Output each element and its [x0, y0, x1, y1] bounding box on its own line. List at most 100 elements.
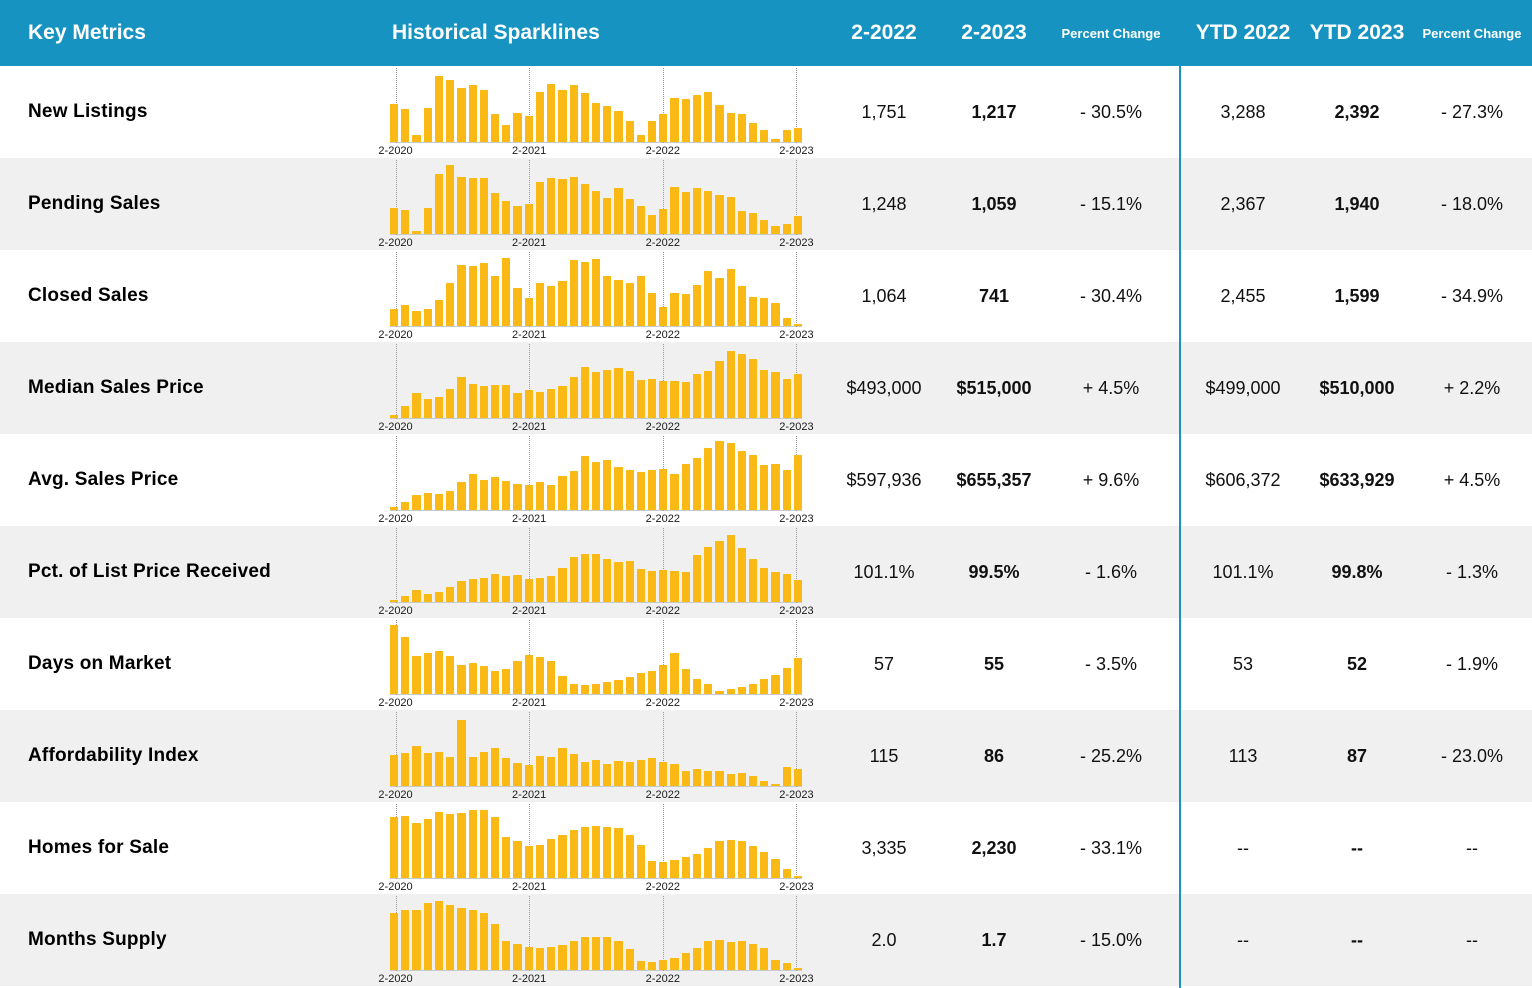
sparkline-bar [603, 276, 612, 326]
sparkline-bar [648, 671, 657, 694]
value-ytd-prev: 3,288 [1220, 101, 1266, 122]
sparkline-bar [535, 181, 545, 234]
sparkline-bar [591, 191, 601, 234]
sparkline-bar [580, 93, 589, 142]
header-month-prev: 2-2022 [851, 21, 917, 44]
sparkline-bar [749, 558, 758, 602]
sparkline-bar [502, 669, 511, 694]
sparkline-bar [423, 107, 432, 142]
sparkline-year-gridline [395, 712, 397, 787]
sparkline-bar [625, 469, 634, 510]
sparkline-year-gridline [529, 252, 531, 327]
sparkline-bar [446, 757, 455, 786]
sparkline-bar [715, 541, 724, 602]
sparkline-bars [390, 73, 803, 142]
sparkline-bar [490, 817, 500, 878]
sparkline-bar [793, 373, 803, 418]
value-ytd-prev: $499,000 [1205, 377, 1281, 398]
sparkline-chart: 2-2020 2-2021 2-2022 2-2023 [378, 526, 830, 618]
sparkline-bar [558, 945, 567, 970]
sparkline-bar [648, 961, 657, 970]
sparkline-year-gridline [529, 160, 531, 235]
sparkline-axis-label: 2-2023 [779, 789, 814, 801]
sparkline-bar [749, 212, 758, 234]
value-month-curr: 2,230 [971, 837, 1017, 858]
sparkline-bar [793, 454, 803, 510]
sparkline-bar [457, 581, 466, 602]
sparkline-bar [614, 561, 623, 602]
sparkline-bar [760, 781, 769, 786]
sparkline-bar [726, 113, 735, 142]
value-month-curr: 1.7 [981, 929, 1007, 950]
metric-row: New Listings 2-2020 2-2021 2-2022 2-2023 1,75… [0, 66, 1532, 158]
sparkline-axis-label: 2-2022 [645, 329, 680, 341]
sparkline-bar [513, 763, 522, 786]
sparkline-bar [715, 441, 724, 510]
sparkline-bar [648, 378, 657, 418]
sparkline-bar [591, 759, 601, 786]
sparkline-bar [390, 308, 399, 326]
sparkline-bar [412, 135, 421, 142]
sparkline-axis-label: 2-2023 [779, 697, 814, 709]
sparkline-bar [681, 953, 690, 970]
sparkline-bar [659, 960, 668, 970]
sparkline-bars [390, 717, 803, 786]
value-ytd-curr: 1,940 [1334, 193, 1380, 214]
sparkline-bar [603, 198, 612, 234]
sparkline-year-gridline [529, 436, 531, 511]
sparkline-bar [434, 76, 444, 142]
sparkline-bar [524, 655, 533, 694]
sparkline-bar [771, 139, 780, 142]
sparkline-bar [793, 769, 803, 786]
sparkline-bar [524, 845, 533, 878]
sparkline-bar [670, 380, 679, 418]
value-ytd-pct: - 34.9% [1440, 285, 1504, 306]
sparkline-axis-label: 2-2023 [779, 237, 814, 249]
sparkline-bar [423, 493, 432, 510]
metric-label: Pct. of List Price Received [28, 561, 271, 582]
sparkline-bar [614, 828, 623, 878]
sparkline-bar [457, 265, 466, 326]
metric-row: Months Supply 2-2020 2-2021 2-2022 2-2023 2.0… [0, 894, 1532, 986]
sparkline-bar [479, 262, 488, 326]
sparkline-bar [547, 660, 556, 694]
sparkline-bar [749, 684, 758, 694]
sparkline-bar [625, 121, 634, 142]
sparkline-axis-label: 2-2020 [378, 329, 413, 341]
sparkline-bar [479, 385, 488, 418]
sparkline-axis: 2-2020 2-2021 2-2022 2-2023 [378, 235, 813, 250]
value-ytd-curr: 2,392 [1334, 101, 1380, 122]
sparkline-bar [625, 676, 634, 694]
value-ytd-pct: - 1.3% [1445, 561, 1499, 582]
sparkline-bar [513, 113, 522, 142]
sparkline-bar [692, 188, 702, 234]
sparkline-chart: 2-2020 2-2021 2-2022 2-2023 [378, 250, 830, 342]
sparkline-year-gridline [529, 712, 531, 787]
sparkline-bar [625, 949, 634, 970]
value-ytd-pct: - 23.0% [1440, 745, 1504, 766]
sparkline-bar [591, 259, 601, 326]
sparkline-bar [502, 575, 511, 602]
sparkline-bar [681, 464, 690, 510]
sparkline-bar [782, 574, 791, 602]
value-month-prev: 2.0 [871, 929, 897, 950]
sparkline-bar [390, 625, 399, 694]
sparkline-bar [648, 758, 657, 786]
sparkline-bar [704, 371, 713, 418]
sparkline-bar [558, 475, 567, 510]
sparkline-bar [547, 838, 556, 878]
sparkline-bar [782, 667, 791, 694]
sparkline-year-gridline [662, 160, 664, 235]
sparkline-bar [636, 206, 646, 234]
value-month-pct: - 15.0% [1079, 929, 1143, 950]
sparkline-bar [782, 379, 791, 418]
sparkline-axis-label: 2-2021 [512, 513, 547, 525]
sparkline-bar [490, 384, 500, 418]
sparkline-bar [670, 97, 679, 142]
sparkline-bar [401, 637, 410, 694]
metric-label: Affordability Index [28, 745, 199, 766]
sparkline-bar [502, 941, 511, 970]
sparkline-bar [782, 469, 791, 510]
sparkline-bar [782, 317, 791, 326]
sparkline-axis: 2-2020 2-2021 2-2022 2-2023 [378, 787, 813, 802]
